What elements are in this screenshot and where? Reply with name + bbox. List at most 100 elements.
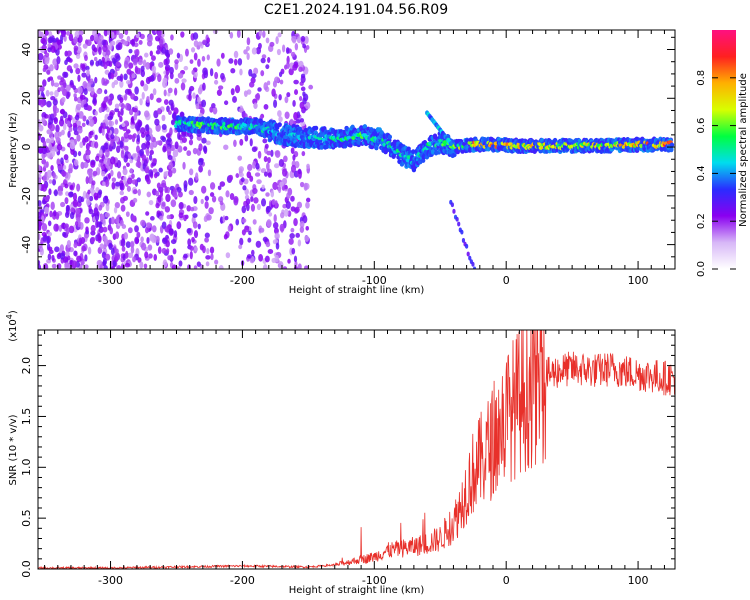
snr-y-tick-label: 0.0 [20,560,33,578]
heatmap-cell [122,125,128,132]
heatmap-cell [108,119,112,127]
heatmap-cell [181,78,187,83]
heatmap-cell [180,31,185,38]
heatmap-cell [228,58,234,64]
heatmap-cell [73,36,78,44]
heatmap-cell [324,144,330,149]
heatmap-cell [174,59,179,65]
heatmap-cell [60,157,64,165]
heatmap-cell [272,181,278,191]
heatmap-cell [80,63,86,69]
heatmap-cell [134,225,139,233]
heatmap-cell [140,80,145,87]
heatmap-cell [122,40,128,46]
heatmap-cell [155,235,160,243]
heatmap-cell [172,149,179,158]
heatmap-cell [176,221,182,230]
heatmap-cell [129,39,135,45]
heatmap-cell [164,206,171,213]
heatmap-cell [124,102,131,111]
heatmap-cell [91,180,96,186]
heatmap-cell [234,84,241,94]
heatmap-cell [247,237,252,243]
heatmap-cell [238,244,243,250]
heatmap-cell [161,47,167,54]
heatmap-cell [46,129,52,135]
snr-panel [38,330,675,569]
heatmap-cell [65,226,70,235]
heatmap-cell [76,134,81,142]
heatmap-cell [141,91,145,100]
heatmap-cell [85,65,90,71]
heatmap-cell [52,105,57,114]
heatmap-cell [127,227,133,234]
heatmap-cell [279,79,284,85]
heatmap-cell [251,249,255,256]
heatmap-cell [206,248,210,255]
heatmap-cell [452,208,456,214]
heatmap-cell [123,232,129,240]
heatmap-cell [47,231,53,237]
heatmap-cell [247,163,253,172]
heatmap-cell [125,250,129,259]
heatmap-cell [119,219,124,227]
heatmap-cell [187,238,192,247]
heatmap-cell [90,87,95,96]
heatmap-cell [151,65,157,73]
heatmap-cell [89,195,94,202]
heatmap-cell [114,252,120,261]
heatmap-cell [78,237,83,246]
heatmap-cell [120,238,126,247]
heatmap-cell [48,179,53,184]
heatmap-cell [251,47,257,55]
heatmap-cell [313,125,319,131]
heatmap-cell [92,170,98,177]
heatmap-cell [183,65,189,71]
heatmap-cell [267,172,272,178]
heatmap-cell [98,189,103,196]
heatmap-y-tick-label: -20 [20,187,33,205]
heatmap-cell [274,254,280,263]
heatmap-cell [290,147,295,154]
heatmap-cell [460,149,465,154]
heatmap-cell [183,253,188,259]
heatmap-cell [73,242,78,249]
heatmap-cell [102,257,107,266]
heatmap-cell [66,31,71,36]
heatmap-cell [48,188,52,196]
heatmap-cell [66,120,71,127]
heatmap-cell [205,255,211,260]
heatmap-cell [266,150,272,156]
heatmap-cell [293,79,299,85]
heatmap-cell [278,94,282,101]
heatmap-cell [264,143,269,149]
heatmap-cell [304,36,309,44]
heatmap-cell [102,103,107,109]
heatmap-cell [161,124,167,131]
heatmap-cell [113,127,119,135]
axes: -300 -200 -100 0 100-300 -200 -100 0 100-40-2002… [5,29,676,596]
heatmap-cell [268,212,273,217]
heatmap-cell [196,261,201,267]
heatmap-cell [233,139,237,148]
heatmap-cell [98,149,103,155]
heatmap-cell [119,97,124,103]
heatmap-cell [267,156,271,164]
heatmap-cell [146,191,152,198]
heatmap-cell [84,217,90,224]
heatmap-cell [132,189,138,195]
heatmap-cell [131,214,135,223]
heatmap-cell [73,93,77,98]
heatmap-cell [101,39,107,46]
heatmap-cell [189,245,194,251]
heatmap-cell [98,46,102,55]
heatmap-cell [255,92,261,101]
heatmap-cell [161,30,165,38]
heatmap-cell [56,144,63,151]
snr-y-tick-label: 1.5 [20,408,33,426]
heatmap-cell [134,86,139,95]
heatmap-cell [218,85,224,90]
heatmap-cell [130,116,135,123]
heatmap-cell [76,120,82,126]
